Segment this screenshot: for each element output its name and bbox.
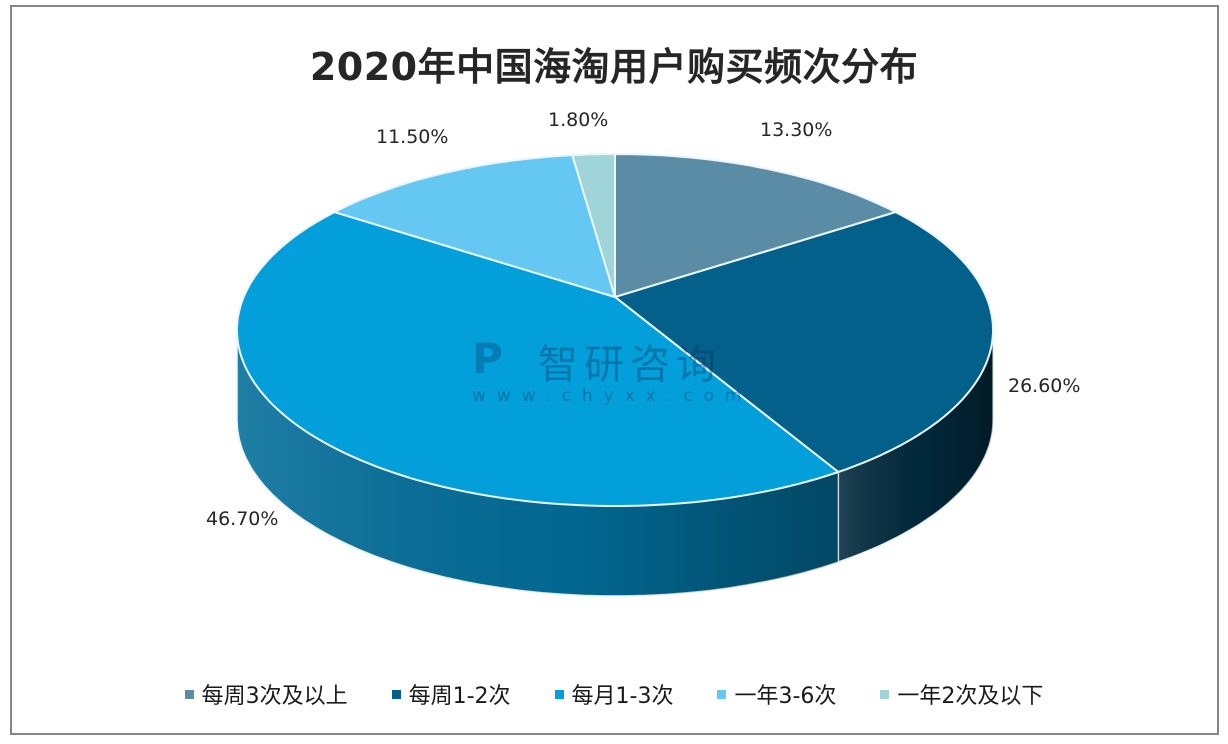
pie-top <box>236 153 994 507</box>
data-label: 26.60% <box>1008 375 1081 397</box>
legend: 每周3次及以上 每周1-2次 每月1-3次 一年3-6次 一年2次及以下 <box>0 676 1228 712</box>
legend-swatch-icon <box>554 689 564 699</box>
legend-label: 一年3-6次 <box>734 684 837 709</box>
pie-side-shade <box>838 330 993 562</box>
pie-side-shade <box>237 330 839 596</box>
data-label: 1.80% <box>548 109 609 131</box>
pie-slice-2[interactable] <box>614 211 994 473</box>
pie-slice-4[interactable] <box>333 154 616 298</box>
legend-item[interactable]: 每周1-2次 <box>391 678 511 710</box>
legend-swatch-icon <box>717 689 727 699</box>
legend-item[interactable]: 每周3次及以上 <box>184 678 348 710</box>
pie-slice-3[interactable] <box>236 211 840 507</box>
legend-item[interactable]: 一年2次及以下 <box>880 678 1043 710</box>
pie-slice-5[interactable] <box>571 153 616 298</box>
legend-label: 每周1-2次 <box>408 684 511 709</box>
data-label: 46.70% <box>206 508 279 530</box>
legend-item[interactable]: 一年3-6次 <box>717 678 836 710</box>
legend-swatch-icon <box>184 689 194 699</box>
legend-label: 每月1-3次 <box>571 684 674 709</box>
legend-swatch-icon <box>880 689 890 699</box>
legend-label: 每周3次及以上 <box>201 684 348 709</box>
pie-sides <box>236 329 994 597</box>
pie-slice-1[interactable] <box>614 153 897 298</box>
legend-item[interactable]: 每月1-3次 <box>554 678 674 710</box>
legend-label: 一年2次及以下 <box>897 684 1044 709</box>
data-label: 11.50% <box>376 126 449 148</box>
data-label: 13.30% <box>760 119 833 141</box>
chart-title: 2020年中国海淘用户购买频次分布 <box>309 45 919 89</box>
legend-swatch-icon <box>391 689 401 699</box>
